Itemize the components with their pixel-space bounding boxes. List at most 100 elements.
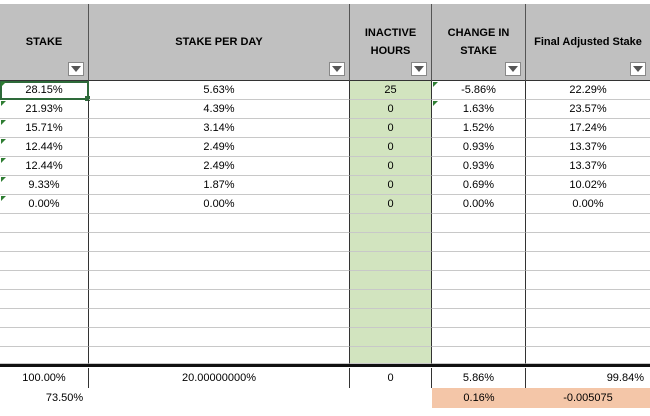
cell-stake[interactable]: 21.93% — [0, 100, 89, 119]
cell-stake[interactable]: 0.00% — [0, 195, 89, 214]
cell-inactive-hours[interactable] — [350, 271, 432, 290]
filter-dropdown-stake-per-day[interactable] — [329, 62, 345, 76]
cell-value: 0 — [387, 141, 394, 153]
cell-stake-per-day[interactable] — [89, 233, 350, 252]
cell-stake[interactable] — [0, 328, 89, 347]
cell-final[interactable]: 13.37% — [526, 157, 650, 176]
cell-final[interactable] — [526, 309, 650, 328]
cell-stake[interactable]: 9.33% — [0, 176, 89, 195]
total-stake-cell[interactable]: 100.00% — [0, 368, 89, 388]
cell-stake-per-day[interactable]: 2.49% — [89, 138, 350, 157]
cell-inactive-hours[interactable] — [350, 233, 432, 252]
cell-final[interactable]: 0.00% — [526, 195, 650, 214]
cell-inactive-hours[interactable] — [350, 252, 432, 271]
cell-final[interactable] — [526, 347, 650, 364]
cell-stake[interactable] — [0, 233, 89, 252]
cell-final[interactable]: 22.29% — [526, 81, 650, 100]
cell-final[interactable] — [526, 328, 650, 347]
cell-change[interactable] — [432, 271, 526, 290]
filter-dropdown-final-adjusted-stake[interactable] — [630, 62, 646, 76]
cell-inactive-hours[interactable]: 0 — [350, 157, 432, 176]
cell-stake[interactable]: 28.15% — [0, 81, 90, 101]
cell-change[interactable]: 1.63% — [432, 100, 526, 119]
cell-stake-per-day[interactable] — [89, 290, 350, 309]
dropdown-arrow-icon — [633, 66, 643, 72]
cell-change[interactable]: 0.93% — [432, 138, 526, 157]
cell-change[interactable]: 0.93% — [432, 157, 526, 176]
cell-inactive-hours[interactable]: 25 — [350, 81, 432, 100]
cell-inactive-hours[interactable]: 0 — [350, 138, 432, 157]
error-indicator-icon — [1, 177, 6, 182]
cell-inactive-hours[interactable]: 0 — [350, 176, 432, 195]
cell-final[interactable]: 17.24% — [526, 119, 650, 138]
selection-fill-handle[interactable] — [85, 96, 90, 101]
cell-final[interactable] — [526, 290, 650, 309]
cell-value: 28.15% — [25, 84, 63, 96]
cell-inactive-hours[interactable] — [350, 309, 432, 328]
cell-stake[interactable] — [0, 271, 89, 290]
total-stake-per-day-cell[interactable]: 20.00000000% — [89, 368, 350, 388]
cell-change[interactable]: 1.52% — [432, 119, 526, 138]
cell-change[interactable] — [432, 290, 526, 309]
extra-stake-cell[interactable]: 73.50% — [0, 388, 89, 408]
cell-final[interactable] — [526, 233, 650, 252]
cell-stake-per-day[interactable]: 2.49% — [89, 157, 350, 176]
filter-dropdown-stake[interactable] — [68, 62, 84, 76]
total-inactive-hours-cell[interactable]: 0 — [350, 368, 432, 388]
cell-stake-per-day[interactable]: 1.87% — [89, 176, 350, 195]
cell-stake-per-day[interactable] — [89, 252, 350, 271]
cell-stake-per-day[interactable] — [89, 328, 350, 347]
extra-final-cell[interactable]: -0.005075 — [526, 388, 650, 408]
cell-inactive-hours[interactable] — [350, 347, 432, 364]
cell-value: 22.29% — [569, 84, 607, 96]
cell-final[interactable]: 23.57% — [526, 100, 650, 119]
cell-final[interactable] — [526, 252, 650, 271]
cell-value: 4.39% — [203, 103, 235, 115]
cell-change[interactable] — [432, 233, 526, 252]
dropdown-arrow-icon — [332, 66, 342, 72]
cell-value: -5.86% — [461, 84, 496, 96]
cell-change[interactable]: 0.00% — [432, 195, 526, 214]
cell-change[interactable]: -5.86% — [432, 81, 526, 100]
cell-final[interactable] — [526, 214, 650, 233]
cell-stake[interactable]: 12.44% — [0, 157, 89, 176]
cell-stake[interactable] — [0, 214, 89, 233]
cell-stake[interactable] — [0, 290, 89, 309]
extra-change-cell[interactable]: 0.16% — [432, 388, 526, 408]
error-indicator-icon — [1, 139, 6, 144]
error-indicator-icon — [433, 82, 438, 87]
filter-dropdown-inactive-hours[interactable] — [411, 62, 427, 76]
cell-change[interactable] — [432, 328, 526, 347]
total-final-cell[interactable]: 99.84% — [526, 368, 650, 388]
cell-stake[interactable]: 12.44% — [0, 138, 89, 157]
cell-stake-per-day[interactable]: 3.14% — [89, 119, 350, 138]
filter-dropdown-change-in-stake[interactable] — [505, 62, 521, 76]
cell-stake[interactable] — [0, 347, 89, 364]
cell-inactive-hours[interactable]: 0 — [350, 195, 432, 214]
cell-inactive-hours[interactable]: 0 — [350, 119, 432, 138]
cell-inactive-hours[interactable] — [350, 328, 432, 347]
total-change-cell[interactable]: 5.86% — [432, 368, 526, 388]
cell-stake-per-day[interactable]: 0.00% — [89, 195, 350, 214]
cell-stake-per-day[interactable] — [89, 214, 350, 233]
cell-final[interactable]: 10.02% — [526, 176, 650, 195]
cell-stake-per-day[interactable] — [89, 271, 350, 290]
cell-change[interactable] — [432, 347, 526, 364]
cell-final[interactable]: 13.37% — [526, 138, 650, 157]
cell-stake[interactable]: 15.71% — [0, 119, 89, 138]
cell-inactive-hours[interactable] — [350, 290, 432, 309]
cell-change[interactable] — [432, 252, 526, 271]
cell-change[interactable] — [432, 309, 526, 328]
cell-inactive-hours[interactable]: 0 — [350, 100, 432, 119]
cell-stake-per-day[interactable] — [89, 309, 350, 328]
error-indicator-icon — [1, 120, 6, 125]
cell-stake-per-day[interactable] — [89, 347, 350, 364]
cell-stake-per-day[interactable]: 5.63% — [89, 81, 350, 100]
cell-stake[interactable] — [0, 252, 89, 271]
cell-stake[interactable] — [0, 309, 89, 328]
cell-change[interactable] — [432, 214, 526, 233]
cell-inactive-hours[interactable] — [350, 214, 432, 233]
cell-final[interactable] — [526, 271, 650, 290]
cell-change[interactable]: 0.69% — [432, 176, 526, 195]
cell-stake-per-day[interactable]: 4.39% — [89, 100, 350, 119]
